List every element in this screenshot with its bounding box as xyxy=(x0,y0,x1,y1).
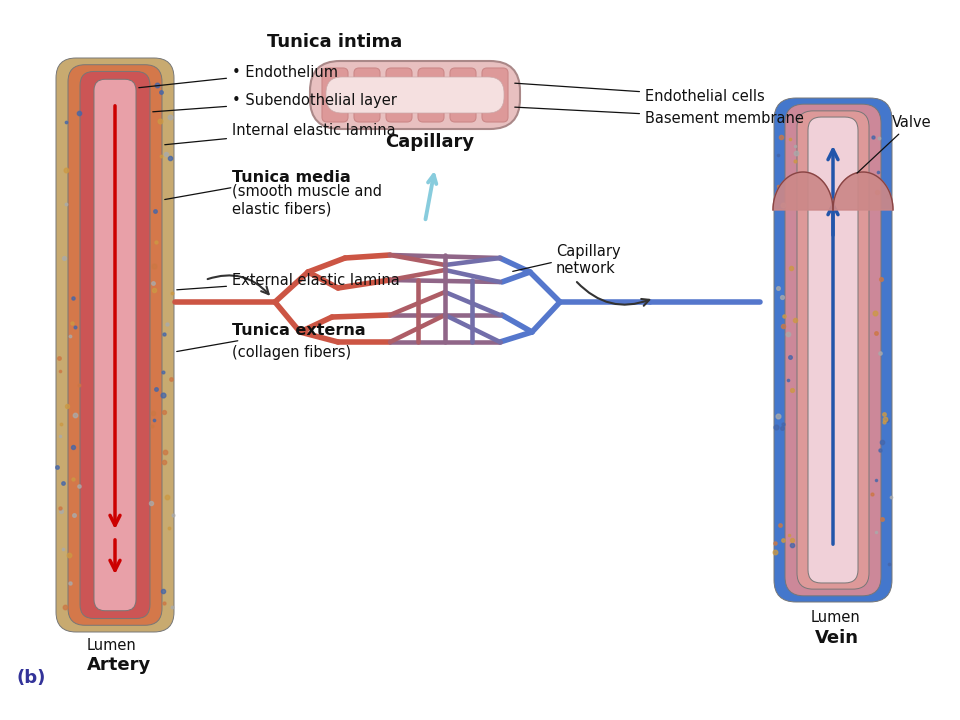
Polygon shape xyxy=(773,172,833,210)
Text: Valve: Valve xyxy=(857,114,931,173)
Text: (b): (b) xyxy=(16,669,45,687)
FancyBboxPatch shape xyxy=(797,111,869,589)
FancyBboxPatch shape xyxy=(94,79,136,611)
Text: Lumen: Lumen xyxy=(87,639,136,654)
FancyBboxPatch shape xyxy=(386,68,412,122)
Text: (smooth muscle and
elastic fibers): (smooth muscle and elastic fibers) xyxy=(232,184,382,216)
FancyBboxPatch shape xyxy=(418,68,444,122)
Text: Tunica media: Tunica media xyxy=(165,169,350,199)
FancyBboxPatch shape xyxy=(80,71,150,618)
FancyBboxPatch shape xyxy=(68,65,162,625)
Text: • Endothelium: • Endothelium xyxy=(139,65,338,88)
Text: Capillary: Capillary xyxy=(385,133,474,151)
Text: (collagen fibers): (collagen fibers) xyxy=(232,344,351,359)
Text: Internal elastic lamina: Internal elastic lamina xyxy=(165,122,396,145)
Text: Basement membrane: Basement membrane xyxy=(515,107,804,125)
FancyBboxPatch shape xyxy=(354,68,380,122)
Text: Endothelial cells: Endothelial cells xyxy=(515,84,765,104)
Text: External elastic lamina: External elastic lamina xyxy=(177,272,399,290)
FancyBboxPatch shape xyxy=(482,68,508,122)
Text: Lumen: Lumen xyxy=(811,611,861,626)
FancyBboxPatch shape xyxy=(310,61,520,129)
FancyBboxPatch shape xyxy=(785,104,881,596)
FancyBboxPatch shape xyxy=(808,117,858,583)
Text: • Subendothelial layer: • Subendothelial layer xyxy=(153,92,396,112)
FancyBboxPatch shape xyxy=(774,98,892,602)
Polygon shape xyxy=(833,172,893,210)
Text: Capillary
network: Capillary network xyxy=(556,244,620,276)
Text: Tunica externa: Tunica externa xyxy=(177,323,366,351)
Text: Vein: Vein xyxy=(815,629,859,647)
Text: Artery: Artery xyxy=(87,656,152,674)
FancyBboxPatch shape xyxy=(322,68,348,122)
FancyBboxPatch shape xyxy=(56,58,174,632)
FancyBboxPatch shape xyxy=(450,68,476,122)
FancyBboxPatch shape xyxy=(326,77,504,113)
Text: Tunica intima: Tunica intima xyxy=(268,33,402,51)
